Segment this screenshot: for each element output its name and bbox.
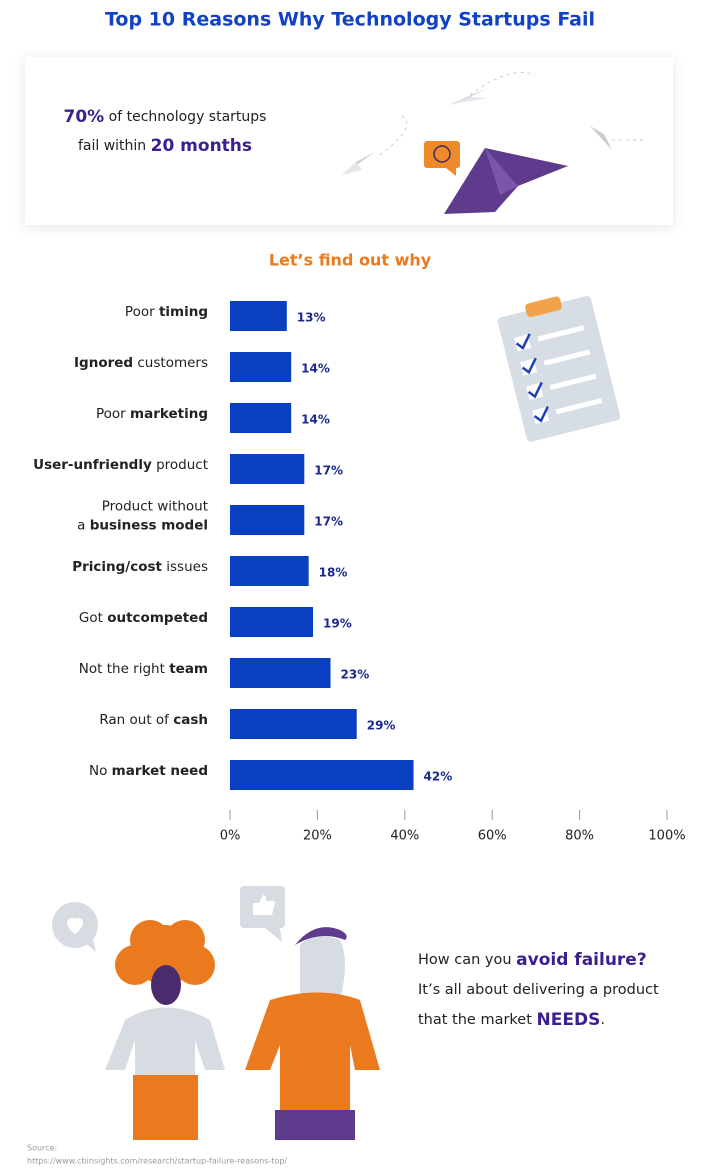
x-tick-label: 40% xyxy=(390,829,419,844)
text-segment: team xyxy=(169,661,208,677)
text-segment: Got xyxy=(79,610,107,626)
bar xyxy=(230,556,309,586)
text-segment: No xyxy=(89,763,112,779)
text-line: Poor timing xyxy=(125,304,208,320)
bar xyxy=(230,403,292,433)
value-label: 14% xyxy=(301,413,330,427)
value-label: 14% xyxy=(301,362,330,376)
value-label: 19% xyxy=(323,617,352,631)
text-segment: marketing xyxy=(130,406,208,422)
text-segment: timing xyxy=(159,304,208,320)
text-segment: Poor xyxy=(96,406,130,422)
text-segment: How can you xyxy=(418,952,516,968)
text-line: Ignored customers xyxy=(74,355,208,371)
text-segment: business model xyxy=(90,518,208,534)
text-segment: Not the right xyxy=(79,661,169,677)
people-illustration xyxy=(52,886,380,1140)
text-line: Got outcompeted xyxy=(79,610,208,626)
text-line: a business model xyxy=(77,518,208,534)
text-segment: cash xyxy=(173,712,208,728)
bar xyxy=(230,709,357,739)
text-line: 70% of technology startups xyxy=(64,107,267,127)
text-line: Poor marketing xyxy=(96,406,208,422)
text-line: No market need xyxy=(89,763,208,779)
x-tick-label: 20% xyxy=(303,829,332,844)
text-line: Pricing/cost issues xyxy=(72,559,208,575)
text-segment: 70% xyxy=(64,107,105,127)
text-segment: . xyxy=(600,1012,605,1028)
text-segment: issues xyxy=(162,559,208,575)
bar xyxy=(230,352,292,382)
text-segment: User-unfriendly xyxy=(33,457,152,473)
text-segment: outcompeted xyxy=(107,610,208,626)
text-segment: of technology startups xyxy=(104,109,266,125)
bar xyxy=(230,658,331,688)
text-segment: fail within xyxy=(78,138,151,154)
x-tick-label: 60% xyxy=(478,829,507,844)
text-segment: a xyxy=(77,518,90,534)
value-label: 17% xyxy=(314,464,343,478)
source-url: https://www.cbinsights.com/research/star… xyxy=(27,1157,287,1166)
text-segment: NEEDS xyxy=(537,1010,601,1030)
text-line: It’s all about delivering a product xyxy=(418,982,659,998)
x-tick-label: 100% xyxy=(648,829,685,844)
text-segment: Ignored xyxy=(74,355,133,371)
text-segment: Poor xyxy=(125,304,159,320)
bar xyxy=(230,454,305,484)
text-segment: It’s all about delivering a product xyxy=(418,982,659,998)
intro-card xyxy=(25,57,673,225)
subtitle: Let’s find out why xyxy=(269,251,432,270)
text-line: that the market NEEDS. xyxy=(418,1010,605,1030)
text-segment: customers xyxy=(133,355,208,371)
source-label: Source: xyxy=(27,1144,57,1153)
text-line: fail within 20 months xyxy=(78,136,252,156)
value-label: 42% xyxy=(424,770,453,784)
text-segment: that the market xyxy=(418,1012,537,1028)
text-segment: avoid failure? xyxy=(516,950,647,970)
title: Top 10 Reasons Why Technology Startups F… xyxy=(105,9,595,31)
value-label: 29% xyxy=(367,719,396,733)
text-segment: product xyxy=(152,457,208,473)
clipboard-illustration xyxy=(497,296,621,442)
text-segment: 20 months xyxy=(151,136,252,156)
bar xyxy=(230,505,305,535)
value-label: 13% xyxy=(297,311,326,325)
planes-illustration xyxy=(342,72,647,214)
value-label: 18% xyxy=(319,566,348,580)
bar xyxy=(230,301,287,331)
text-segment: market need xyxy=(112,763,208,779)
value-label: 17% xyxy=(314,515,343,529)
text-line: Not the right team xyxy=(79,661,208,677)
bar xyxy=(230,607,314,637)
text-segment: Ran out of xyxy=(99,712,173,728)
bar xyxy=(230,760,414,790)
x-tick-label: 80% xyxy=(565,829,594,844)
text-line: Product without xyxy=(102,499,208,515)
value-label: 23% xyxy=(341,668,370,682)
text-line: Ran out of cash xyxy=(99,712,208,728)
text-segment: Product without xyxy=(102,499,208,515)
x-tick-label: 0% xyxy=(220,829,241,844)
text-line: User-unfriendly product xyxy=(33,457,208,473)
text-line: How can you avoid failure? xyxy=(418,950,647,970)
text-segment: Pricing/cost xyxy=(72,559,162,575)
